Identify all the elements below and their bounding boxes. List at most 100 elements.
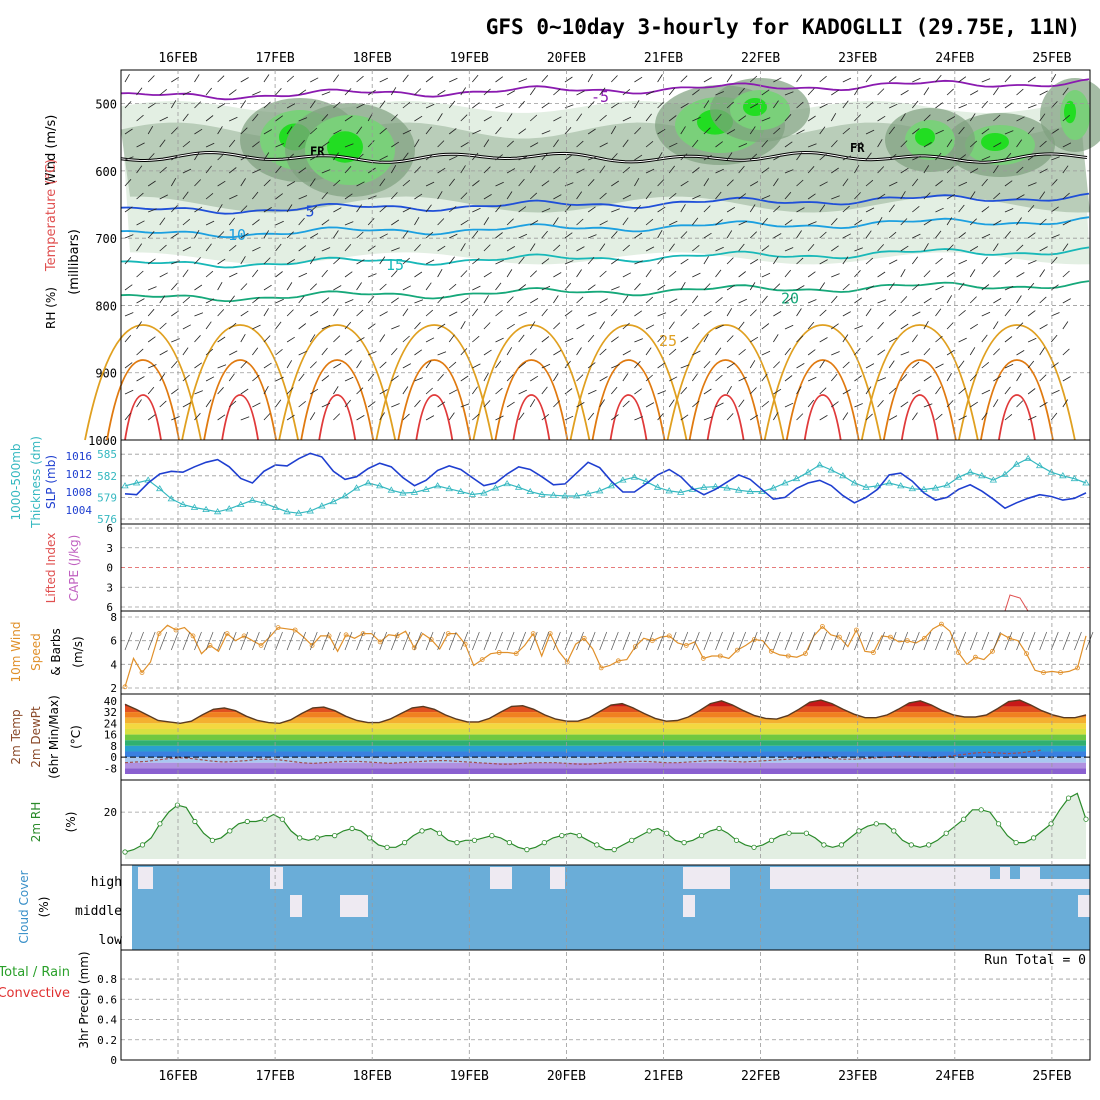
wind-barb — [402, 308, 409, 317]
wind-barb — [124, 389, 134, 395]
wind-barb — [692, 400, 700, 408]
wind-barb — [460, 219, 469, 226]
wind-barb — [1062, 87, 1069, 96]
wind-barb — [912, 283, 920, 291]
wind-barb — [483, 349, 492, 356]
bottom-date-label: 18FEB — [353, 1069, 392, 1084]
wind-barb — [923, 165, 930, 174]
wind-barb — [506, 246, 516, 252]
wind-barb — [472, 285, 481, 291]
wind-barb — [622, 272, 631, 278]
temp2m-axis-label: (6hr Min/Max) — [47, 695, 61, 779]
panel-frame — [120, 949, 1091, 1061]
wind-barb — [773, 77, 782, 83]
wind-barb — [367, 373, 375, 382]
wind-barb — [912, 205, 920, 213]
wind-barb — [587, 412, 595, 421]
wind-barb — [402, 74, 409, 83]
wind-barb — [831, 323, 839, 330]
warm-contour — [472, 324, 591, 441]
thickness-point — [457, 487, 465, 495]
wind-barb — [946, 372, 952, 382]
wind-barb — [1039, 191, 1046, 200]
wind-barb — [136, 243, 143, 252]
wind-barb — [205, 165, 212, 174]
wind-barb — [1062, 399, 1069, 408]
isotherm — [120, 280, 1090, 303]
cloud-level-label: high — [91, 875, 122, 890]
wind-barb — [969, 401, 979, 408]
wind-barb — [819, 75, 827, 83]
thickness-point — [596, 487, 604, 494]
wind-barb — [506, 113, 513, 122]
wind-barb — [194, 229, 200, 239]
wind-barb — [495, 204, 502, 213]
wind-barb — [171, 338, 180, 343]
wind-barb — [634, 416, 643, 421]
surface-wind-barb — [680, 631, 689, 651]
wind-barb — [425, 204, 432, 213]
wind-barb — [726, 335, 734, 343]
wind-barb — [877, 139, 883, 148]
wind-barb — [1039, 140, 1047, 148]
wind-speed-point — [275, 625, 281, 630]
wind-barb — [715, 113, 722, 122]
wind-barb — [587, 156, 597, 161]
wind-barb — [136, 399, 142, 408]
wind-barb — [900, 167, 909, 174]
wind-barb — [217, 387, 224, 395]
thickness-point — [1059, 472, 1067, 479]
surface-wind-barb — [541, 631, 550, 651]
wind-barb — [946, 244, 954, 252]
wind-barb — [645, 246, 655, 252]
wind-barb — [726, 284, 735, 291]
wind-barb — [958, 104, 968, 109]
wind-barb — [877, 88, 885, 96]
top-date-label: 20FEB — [547, 51, 586, 66]
wind-barb — [124, 234, 134, 239]
wind-barb — [1062, 114, 1070, 122]
surface-wind-barb — [715, 631, 723, 651]
wind-barb — [147, 125, 154, 135]
warm-contour — [900, 394, 939, 441]
wind-barb — [634, 283, 641, 291]
wind-barb — [680, 387, 688, 395]
wind-barb — [124, 74, 130, 83]
wind-barb — [275, 399, 282, 408]
thickness-point — [294, 509, 303, 516]
wind-barb — [367, 295, 375, 304]
wind-barb — [842, 205, 850, 213]
wind-barb — [263, 74, 270, 83]
wind-barb — [854, 403, 863, 408]
wind-speed-point — [888, 634, 893, 640]
wind-barb — [495, 387, 503, 395]
surface-wind-barb — [969, 631, 978, 651]
wind-barb — [587, 362, 596, 369]
wind-barb — [634, 338, 643, 343]
wind-barb — [761, 117, 771, 122]
wind-barb — [645, 113, 652, 122]
wind-barb — [205, 192, 214, 200]
wind-barb — [217, 414, 226, 421]
surface-wind-barb — [240, 631, 249, 651]
wind-barb — [460, 165, 466, 174]
wind-barb — [1027, 260, 1037, 265]
wind-barb — [773, 361, 780, 369]
top-date-label: 24FEB — [935, 51, 974, 66]
wind-barb — [356, 415, 365, 421]
rh-point — [1065, 795, 1072, 801]
wind-barb — [935, 363, 944, 369]
wind-barb — [842, 361, 850, 369]
wind-barb — [680, 153, 688, 161]
wind-barb — [1039, 347, 1045, 356]
wind-barb — [147, 231, 155, 239]
temp-color-band — [125, 734, 1086, 741]
wind-speed-point — [292, 627, 298, 633]
wind-barb — [159, 400, 167, 408]
thickness-point — [572, 492, 581, 499]
wind-barb — [379, 311, 388, 317]
wind-barb — [668, 348, 677, 356]
wind-barb — [946, 88, 954, 96]
wind-barb — [414, 216, 420, 226]
wind-barb — [356, 309, 364, 317]
